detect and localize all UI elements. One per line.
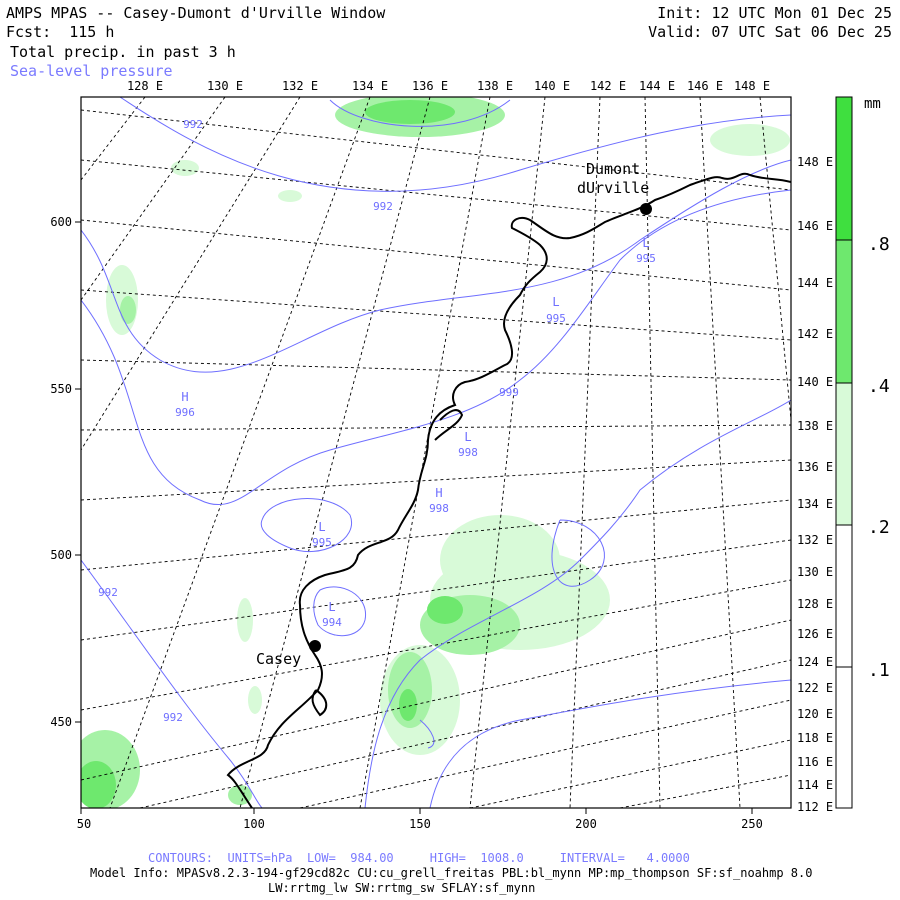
lon-label: 134 E [352,79,388,93]
lon-label: 142 E [590,79,626,93]
colorbar-frame [835,96,853,809]
station-label-casey: Casey [256,650,301,668]
forecast-hour: Fcst: 115 h [6,23,115,41]
pressure-labels: 992 992 995 995 999 996 998 998 995 994 … [98,118,656,724]
lon-label: 124 E [797,655,833,669]
overlay-name: Sea-level pressure [10,62,173,80]
y-tick-label: 600 [50,215,72,229]
colorbar-label: .2 [868,517,890,538]
colorbar-label: .8 [868,234,890,255]
isobar-value: 995 [312,536,332,549]
plot-border [80,96,792,809]
lon-label: 122 E [797,681,833,695]
pressure-centers: L L H L H L L [181,236,649,614]
lon-label: 128 E [797,597,833,611]
station-markers: Dumont dUrville Casey [256,160,652,668]
isobar-value: 992 [183,118,203,131]
lon-label: 132 E [797,533,833,547]
low-center: L [328,600,335,614]
isobar-value: 994 [322,616,342,629]
model-info-line2: LW:rrtmg_lw SW:rrtmg_sw SFLAY:sf_mynn [268,881,536,895]
lon-label: 140 E [797,375,833,389]
isobar-value: 995 [546,312,566,325]
isobar-value: 999 [499,386,519,399]
x-axis-labels: 50 100 150 200 250 [77,817,763,831]
isobar-value: 996 [175,406,195,419]
y-tick-label: 550 [50,382,72,396]
isobar-value: 995 [636,252,656,265]
lon-label: 132 E [282,79,318,93]
x-tick-label: 150 [409,817,431,831]
x-axis-ticks [80,808,753,814]
high-center: H [435,486,442,500]
lon-label: 148 E [797,155,833,169]
x-tick-label: 100 [243,817,265,831]
colorbar-unit: mm [864,96,881,112]
isobar-value: 992 [98,586,118,599]
lon-label: 126 E [797,627,833,641]
high-center: H [181,390,188,404]
lon-label: 140 E [534,79,570,93]
lon-label: 112 E [797,800,833,814]
lon-label: 116 E [797,755,833,769]
lon-label: 130 E [207,79,243,93]
map-title: AMPS MPAS -- Casey-Dumont d'Urville Wind… [6,4,386,22]
lon-label: 144 E [797,276,833,290]
low-center: L [552,295,559,309]
low-center: L [464,430,471,444]
colorbar: mm .8 .4 .2 .1 [835,96,890,809]
y-tick-label: 500 [50,548,72,562]
colorbar-bin [836,667,852,808]
isobar-value: 992 [163,711,183,724]
coastline [226,172,791,808]
lon-label: 136 E [412,79,448,93]
isobars [81,97,791,808]
station-label-dumont-line2: dUrville [577,179,649,197]
lon-label: 120 E [797,707,833,721]
model-info: Model Info: MPASv8.2.3-194-gf29cd82c CU:… [90,866,813,880]
y-axis-ticks [75,221,81,723]
colorbar-bin [836,240,852,383]
lon-label: 136 E [797,460,833,474]
isobar-value: 992 [373,200,393,213]
field-name: Total precip. in past 3 h [10,43,236,61]
x-tick-label: 200 [575,817,597,831]
colorbar-label: .1 [868,660,890,681]
lon-label: 128 E [127,79,163,93]
station-marker-dumont [640,203,652,215]
valid-time: Valid: 07 UTC Sat 06 Dec 25 [648,23,892,41]
isobar-value: 998 [429,502,449,515]
lon-label: 134 E [797,497,833,511]
lon-label: 146 E [687,79,723,93]
x-tick-label: 50 [77,817,91,831]
y-tick-label: 450 [50,715,72,729]
colorbar-bin [836,97,852,240]
right-longitude-labels: 148 E 146 E 144 E 142 E 140 E 138 E 136 … [797,155,833,814]
low-center: L [642,236,649,250]
lon-label: 146 E [797,219,833,233]
lon-label: 138 E [477,79,513,93]
lon-label: 138 E [797,419,833,433]
lon-label: 142 E [797,327,833,341]
x-tick-label: 250 [741,817,763,831]
colorbar-label: .4 [868,376,890,397]
station-label-dumont-line1: Dumont [586,160,640,178]
contour-info: CONTOURS: UNITS=hPa LOW= 984.00 HIGH= 10… [148,851,690,865]
colorbar-bin [836,525,852,667]
lon-label: 118 E [797,731,833,745]
isobar-value: 998 [458,446,478,459]
lon-label: 144 E [639,79,675,93]
graticule [81,97,791,808]
precip-shading [81,97,790,808]
top-longitude-labels: 128 E 130 E 132 E 134 E 136 E 138 E 140 … [127,79,770,93]
low-center: L [318,520,325,534]
y-axis-labels: 450 500 550 600 [50,215,72,729]
lon-label: 148 E [734,79,770,93]
station-marker-casey [309,640,321,652]
lon-label: 130 E [797,565,833,579]
lon-label: 114 E [797,778,833,792]
init-time: Init: 12 UTC Mon 01 Dec 25 [657,4,892,22]
colorbar-bin [836,383,852,525]
